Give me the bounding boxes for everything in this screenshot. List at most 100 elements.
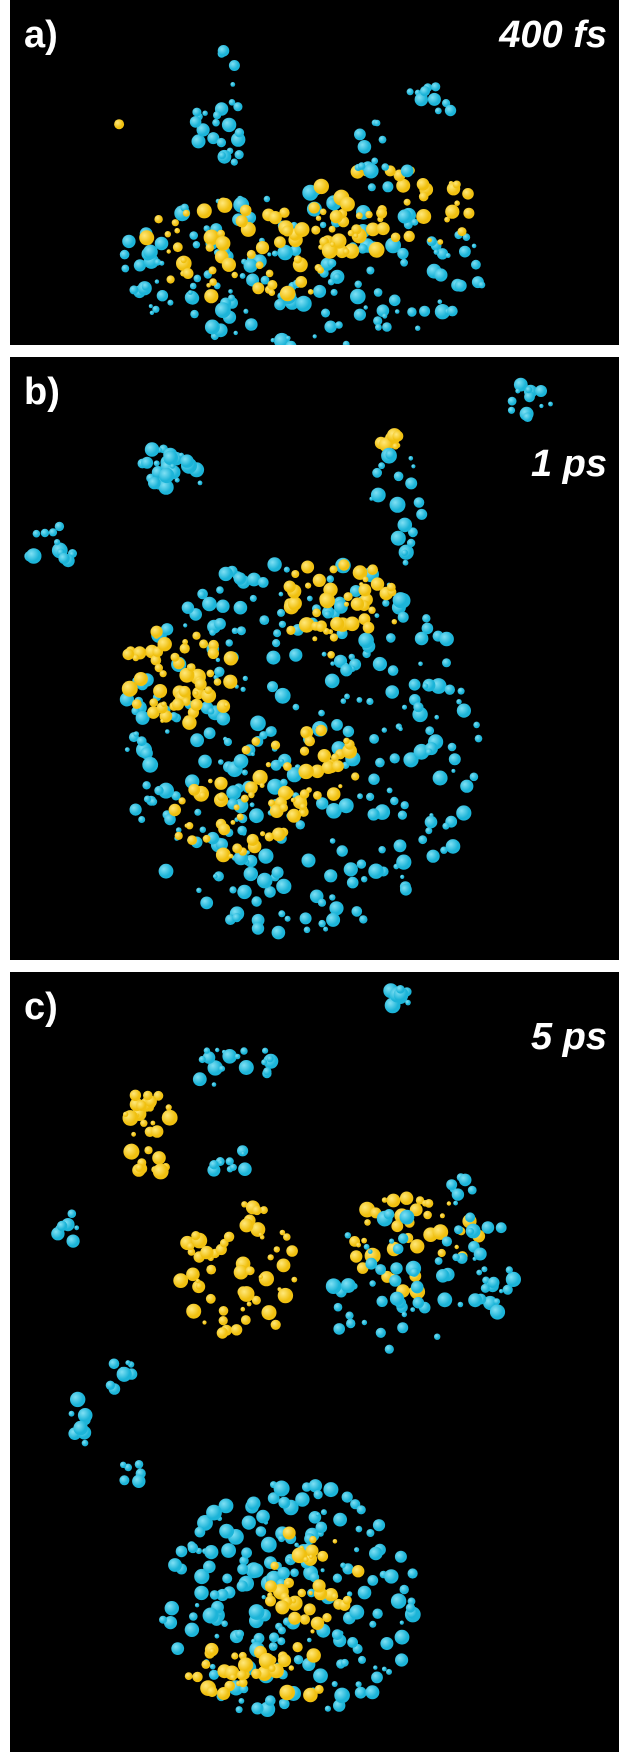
cyan-atom [361, 876, 367, 882]
cyan-atom [267, 1055, 274, 1062]
cyan-atom [325, 674, 340, 689]
yellow-atom [219, 1316, 228, 1325]
cyan-atom [33, 530, 41, 538]
cyan-atom [250, 595, 257, 602]
cyan-atom [368, 774, 379, 785]
cyan-atom [369, 1280, 375, 1286]
cyan-atom [195, 1527, 206, 1538]
yellow-atom [136, 1100, 147, 1111]
yellow-atom [338, 784, 342, 788]
cyan-atom [267, 557, 281, 571]
cyan-atom [359, 915, 367, 923]
cyan-atom [279, 759, 284, 764]
yellow-atom [298, 764, 313, 779]
cyan-atom [390, 1262, 402, 1274]
cyan-atom [535, 385, 547, 397]
yellow-atom [182, 716, 196, 730]
yellow-atom [354, 566, 366, 578]
yellow-atom [246, 1266, 255, 1275]
yellow-atom [391, 233, 401, 243]
cyan-atom [434, 1334, 440, 1340]
yellow-atom [167, 249, 171, 253]
cyan-atom [470, 773, 479, 782]
yellow-atom [438, 1249, 446, 1257]
yellow-atom [269, 211, 282, 224]
yellow-atom [278, 1654, 291, 1667]
yellow-atom [278, 1288, 293, 1303]
cyan-atom [395, 1551, 407, 1563]
panel-a: a) 400 fs [10, 0, 619, 345]
cyan-atom [278, 1497, 290, 1509]
cyan-atom [237, 1580, 248, 1591]
yellow-atom [232, 843, 242, 853]
yellow-atom [224, 703, 229, 708]
cyan-atom [209, 629, 216, 636]
yellow-atom [320, 593, 335, 608]
cyan-atom [367, 1575, 378, 1586]
cyan-atom [78, 1408, 93, 1423]
cyan-atom [323, 927, 328, 932]
cyan-atom [285, 916, 291, 922]
cyan-atom [272, 867, 284, 879]
yellow-atom [428, 238, 432, 242]
cyan-atom [222, 1574, 232, 1584]
cyan-atom [385, 685, 399, 699]
cyan-atom [366, 698, 373, 705]
yellow-atom [162, 1110, 178, 1126]
cyan-atom [478, 281, 485, 288]
cyan-atom [242, 1516, 256, 1530]
cyan-atom [400, 1585, 409, 1594]
yellow-atom [363, 577, 369, 583]
yellow-atom [214, 777, 227, 790]
cyan-atom [331, 719, 343, 731]
yellow-atom [174, 228, 180, 234]
yellow-atom [130, 1090, 141, 1101]
yellow-atom [236, 215, 248, 227]
cyan-atom [499, 1289, 503, 1293]
yellow-atom [368, 607, 375, 614]
cyan-atom [437, 1292, 452, 1307]
cyan-atom [368, 808, 380, 820]
cyan-atom [434, 249, 439, 254]
yellow-atom [173, 1273, 188, 1288]
cyan-atom [239, 1698, 245, 1704]
yellow-atom [313, 1579, 326, 1592]
cyan-atom [214, 618, 226, 630]
yellow-atom [345, 617, 360, 632]
cyan-atom [279, 592, 284, 597]
cyan-atom [202, 597, 217, 612]
yellow-atom [234, 804, 240, 810]
cyan-atom [449, 753, 461, 765]
cyan-atom [452, 1254, 460, 1262]
cyan-atom [219, 152, 227, 160]
yellow-atom [192, 1672, 202, 1682]
yellow-atom [410, 1239, 424, 1253]
cyan-atom [275, 688, 291, 704]
cyan-atom [369, 1547, 383, 1561]
cyan-atom [401, 165, 414, 178]
cyan-atom [141, 457, 153, 469]
cyan-atom [234, 754, 249, 769]
yellow-atom [230, 1674, 237, 1681]
cyan-atom [257, 873, 273, 889]
cyan-atom [334, 1688, 350, 1704]
cyan-atom [334, 1303, 343, 1312]
cyan-atom [426, 749, 433, 756]
cyan-atom [241, 687, 246, 692]
cyan-atom [216, 600, 229, 613]
yellow-atom [309, 1555, 313, 1559]
cyan-atom [474, 1248, 487, 1261]
cyan-atom [355, 281, 362, 288]
yellow-atom [301, 561, 314, 574]
cyan-atom [263, 1067, 271, 1075]
cyan-atom [280, 779, 288, 787]
cyan-atom [402, 1312, 407, 1317]
cyan-atom [239, 1060, 254, 1075]
time-label: 400 fs [499, 14, 607, 57]
yellow-atom [317, 267, 324, 274]
cyan-atom [333, 273, 341, 281]
yellow-atom [310, 1629, 314, 1633]
yellow-atom [291, 798, 296, 803]
cyan-atom [340, 664, 352, 676]
cyan-atom [218, 1160, 223, 1165]
